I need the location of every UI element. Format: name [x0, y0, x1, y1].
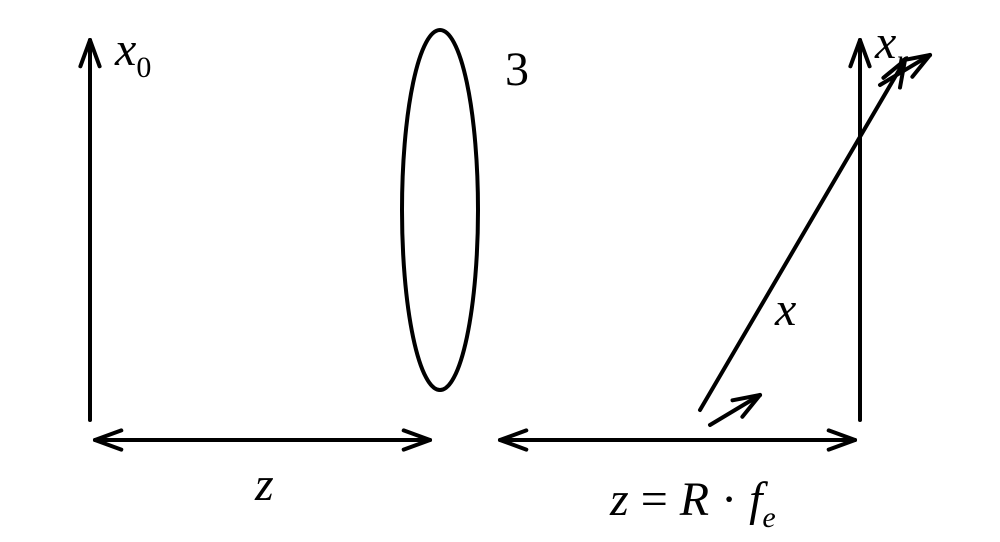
label-lens-number: 3: [505, 43, 529, 96]
optics-diagram: x0 xr 3 z x z = R · fe: [0, 0, 1000, 542]
label-z-equation: z = R · fe: [609, 473, 776, 534]
label-xr: xr: [874, 16, 908, 77]
label-x0: x0: [114, 23, 151, 84]
label-z-left: z: [254, 458, 274, 511]
label-x-vector: x: [774, 283, 796, 336]
